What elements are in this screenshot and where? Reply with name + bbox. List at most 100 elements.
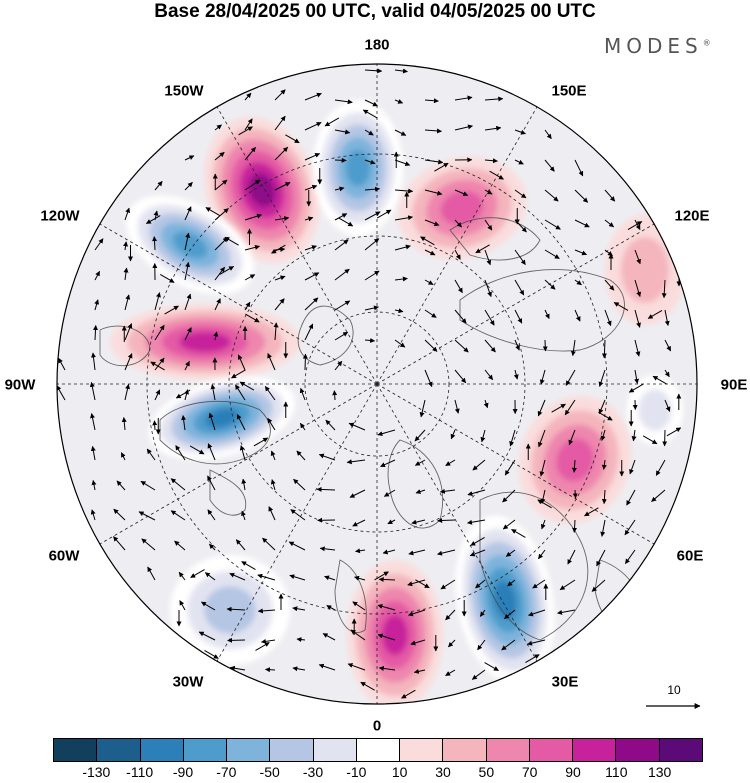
wind-vector <box>184 206 192 221</box>
colorbar-bin <box>97 739 141 761</box>
wind-vector <box>274 89 286 101</box>
meridian-line <box>91 218 378 385</box>
wind-vector <box>304 92 322 101</box>
wind-vector <box>293 478 306 491</box>
wind-vector <box>141 538 156 551</box>
wind-vector <box>394 99 404 104</box>
wind-vector <box>424 369 433 388</box>
anomaly-contour <box>493 580 517 620</box>
wind-vector <box>352 601 366 611</box>
lon-label-120e: 120E <box>674 207 710 225</box>
wind-vector <box>90 445 96 461</box>
wind-vector <box>661 279 667 299</box>
wind-vector <box>113 508 126 521</box>
wind-vector <box>334 360 343 371</box>
wind-vector <box>394 276 408 282</box>
wind-vector <box>347 663 366 671</box>
wind-vector <box>415 579 430 589</box>
wind-vector <box>285 134 300 144</box>
wind-vector <box>475 579 486 589</box>
wind-vector <box>600 429 606 441</box>
brand-mark: ® <box>702 38 711 48</box>
wind-vector <box>364 159 376 165</box>
wind-vector <box>437 518 456 524</box>
wind-vector <box>514 279 525 296</box>
wind-vector <box>454 309 467 324</box>
wind-vector <box>147 566 156 581</box>
wind-vector <box>57 385 66 401</box>
wind-vector <box>642 435 658 445</box>
wind-vector <box>274 182 291 191</box>
wind-vector <box>302 353 308 371</box>
wind-vector <box>260 638 276 644</box>
colorbar-tick-label: 50 <box>478 764 495 780</box>
wind-vector <box>475 244 490 254</box>
wind-vector <box>273 322 279 341</box>
wind-vector <box>154 180 163 191</box>
wind-vector <box>424 189 443 196</box>
wind-vector <box>244 118 253 131</box>
wind-vector <box>479 609 486 617</box>
colorbar-bin <box>270 739 314 761</box>
wind-vector <box>502 489 516 503</box>
colorbar-bin <box>54 739 98 761</box>
wind-vector <box>349 489 366 498</box>
wind-vector <box>413 668 426 674</box>
wind-vector <box>324 117 340 127</box>
wind-vector <box>159 274 175 283</box>
wind-vector <box>145 215 161 224</box>
wind-vector <box>304 184 318 191</box>
wind-vector <box>613 302 629 311</box>
wind-vector <box>210 384 216 401</box>
wind-vector <box>505 549 516 557</box>
wind-vector <box>537 429 546 448</box>
wind-vector <box>94 299 100 311</box>
anomaly-contour <box>381 614 409 656</box>
wind-vector <box>332 390 338 401</box>
wind-vector <box>634 369 640 384</box>
wind-vector <box>514 129 526 135</box>
brand-name: MODES <box>604 34 703 58</box>
wind-vector <box>207 443 216 461</box>
wind-vector <box>201 601 216 611</box>
wind-vector <box>274 298 285 311</box>
wind-vector <box>257 608 276 614</box>
wind-vector <box>334 99 353 105</box>
lon-label-150e: 150E <box>551 82 587 100</box>
wind-vector <box>120 452 126 461</box>
wind-vector <box>380 459 396 467</box>
wind-vector <box>355 548 366 554</box>
wind-vector <box>551 403 566 413</box>
wind-vector <box>394 215 414 221</box>
wind-vector <box>574 189 589 203</box>
wind-vector <box>268 506 276 521</box>
wind-vector <box>253 437 269 447</box>
wind-vector <box>401 689 416 699</box>
wind-vector <box>90 352 96 371</box>
wind-vector <box>334 268 350 281</box>
wind-vector <box>198 631 216 641</box>
wind-vector <box>664 309 670 327</box>
colorbar-bin <box>227 739 271 761</box>
wind-vector <box>469 549 486 557</box>
lon-label-150w: 150W <box>164 82 204 100</box>
wind-vector <box>190 569 205 578</box>
wind-vector <box>288 541 306 551</box>
wind-vector <box>424 98 439 104</box>
colorbar-bin <box>183 739 228 761</box>
wind-vector <box>574 279 582 286</box>
wind-vector <box>484 158 498 164</box>
wind-vector <box>113 536 126 551</box>
wind-vector <box>537 399 546 417</box>
wind-vectors <box>57 68 682 699</box>
colorbar-tick-label: 130 <box>647 764 672 780</box>
wind-vector <box>244 146 256 161</box>
wind-vector <box>598 399 606 415</box>
wind-vector <box>124 294 131 311</box>
wind-vector <box>420 236 435 246</box>
wind-vector <box>91 479 97 491</box>
wind-vector <box>540 519 546 530</box>
wind-vector <box>454 189 469 196</box>
wind-vector <box>123 241 129 251</box>
wind-vector <box>296 637 306 643</box>
